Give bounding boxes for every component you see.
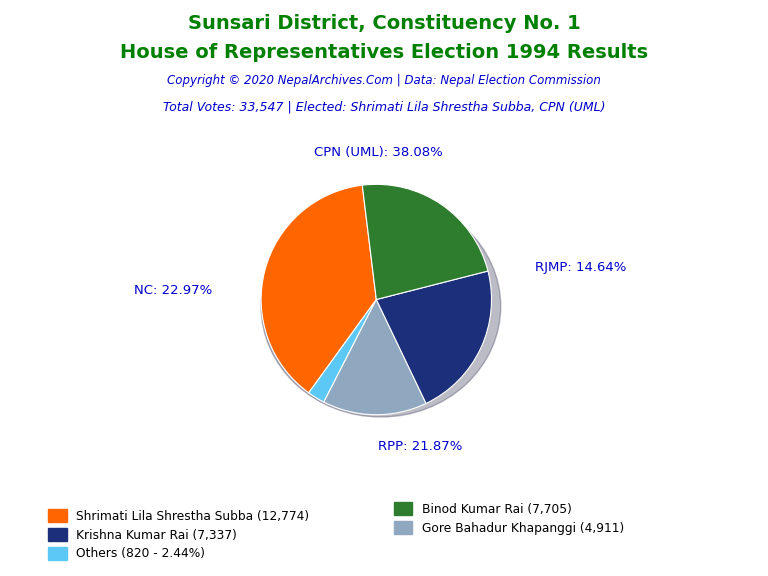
Text: Sunsari District, Constituency No. 1: Sunsari District, Constituency No. 1 [187, 14, 581, 33]
Text: RJMP: 14.64%: RJMP: 14.64% [535, 261, 627, 274]
Wedge shape [309, 300, 376, 402]
Wedge shape [261, 185, 376, 393]
Text: NC: 22.97%: NC: 22.97% [134, 284, 213, 297]
Legend: Binod Kumar Rai (7,705), Gore Bahadur Khapanggi (4,911): Binod Kumar Rai (7,705), Gore Bahadur Kh… [390, 499, 627, 538]
Text: House of Representatives Election 1994 Results: House of Representatives Election 1994 R… [120, 43, 648, 62]
Text: RPP: 21.87%: RPP: 21.87% [378, 441, 462, 453]
Ellipse shape [261, 196, 501, 417]
Wedge shape [362, 184, 488, 300]
Wedge shape [324, 300, 426, 415]
Legend: Shrimati Lila Shrestha Subba (12,774), Krishna Kumar Rai (7,337), Others (820 - : Shrimati Lila Shrestha Subba (12,774), K… [45, 506, 313, 564]
Text: Total Votes: 33,547 | Elected: Shrimati Lila Shrestha Subba, CPN (UML): Total Votes: 33,547 | Elected: Shrimati … [163, 101, 605, 114]
Wedge shape [376, 271, 492, 403]
Text: Copyright © 2020 NepalArchives.Com | Data: Nepal Election Commission: Copyright © 2020 NepalArchives.Com | Dat… [167, 74, 601, 87]
Text: CPN (UML): 38.08%: CPN (UML): 38.08% [314, 146, 443, 158]
